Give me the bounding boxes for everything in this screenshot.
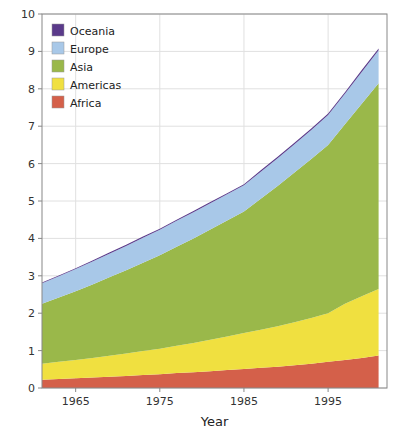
tick-label-y: 7 [28,120,35,133]
area [42,50,379,304]
grid [42,14,387,388]
tick-label-x: 1975 [146,395,174,408]
legend-swatch [52,60,64,72]
areas [42,48,379,388]
tick-label-y: 9 [28,45,35,58]
axes: 0 1 2 3 4 5 6 7 8 9 10 1965 1975 1985 1995 [21,8,342,408]
legend-swatch [52,42,64,54]
tick-y [38,14,42,15]
legend-label: Europe [70,43,109,56]
area [42,48,379,283]
tick-x [243,388,244,392]
tick-y [38,201,42,202]
tick-y [38,51,42,52]
tick-y [38,275,42,276]
legend-swatch [52,78,64,90]
legend-swatch [52,24,64,36]
tick-y [38,313,42,314]
tick-y [38,88,42,89]
tick-y [38,163,42,164]
tick-label-y: 5 [28,195,35,208]
legend-label: Africa [70,97,101,110]
tick-y [38,350,42,351]
legend-label: Americas [70,79,121,92]
legend: Oceania Europe Asia Americas Africa [52,24,121,110]
legend-label: Asia [70,61,93,74]
tick-label-x: 1965 [62,395,90,408]
chart: 0 1 2 3 4 5 6 7 8 9 10 1965 1975 1985 1995 Year Oceania E… [0,0,403,438]
tick-y [38,388,42,389]
tick-label-x: 1995 [314,395,342,408]
legend-swatch [52,96,64,108]
tick-label-y: 2 [28,307,35,320]
tick-label-y: 1 [28,345,35,358]
tick-label-y: 8 [28,83,35,96]
tick-y [38,126,42,127]
tick-x [159,388,160,392]
tick-label-x: 1985 [230,395,258,408]
x-axis-label: Year [200,414,229,429]
legend-label: Oceania [70,25,115,38]
plot-frame [42,14,387,388]
tick-label-y: 10 [21,8,35,21]
tick-x [328,388,329,392]
tick-label-y: 6 [28,158,35,171]
tick-y [38,238,42,239]
tick-x [75,388,76,392]
tick-label-y: 4 [28,232,35,245]
tick-label-y: 0 [28,382,35,395]
tick-label-y: 3 [28,270,35,283]
